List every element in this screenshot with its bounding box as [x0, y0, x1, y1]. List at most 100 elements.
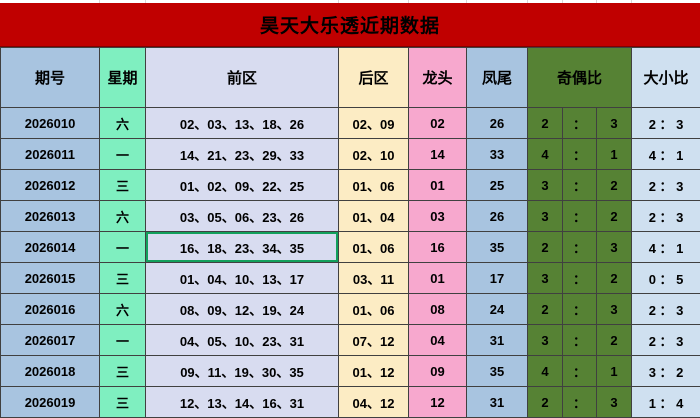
cell-big-small-ratio[interactable]: 0 ： 5	[632, 263, 700, 294]
cell-back-zone[interactable]: 01、12	[339, 356, 409, 387]
cell-odd-even-even[interactable]: 3	[597, 232, 632, 263]
cell-dragon-head[interactable]: 14	[409, 139, 467, 170]
cell-odd-even-even[interactable]: 1	[597, 356, 632, 387]
cell-odd-even-odd[interactable]: 2	[528, 232, 563, 263]
cell-odd-even-separator[interactable]: ：	[563, 294, 597, 325]
cell-issue[interactable]: 2026017	[1, 325, 100, 356]
cell-front-zone[interactable]: 04、05、10、23、31	[146, 325, 339, 356]
cell-weekday[interactable]: 三	[100, 356, 146, 387]
cell-odd-even-even[interactable]: 2	[597, 170, 632, 201]
cell-issue[interactable]: 2026018	[1, 356, 100, 387]
cell-front-zone[interactable]: 09、11、19、30、35	[146, 356, 339, 387]
cell-front-zone[interactable]: 14、21、23、29、33	[146, 139, 339, 170]
cell-front-zone[interactable]: 01、02、09、22、25	[146, 170, 339, 201]
cell-weekday[interactable]: 三	[100, 263, 146, 294]
cell-back-zone[interactable]: 02、10	[339, 139, 409, 170]
cell-issue[interactable]: 2026019	[1, 387, 100, 418]
cell-weekday[interactable]: 三	[100, 387, 146, 418]
column-header-phoenix-tail[interactable]: 凤尾	[467, 48, 528, 108]
cell-phoenix-tail[interactable]: 33	[467, 139, 528, 170]
cell-big-small-ratio[interactable]: 4 ： 1	[632, 139, 700, 170]
cell-odd-even-separator[interactable]: ：	[563, 201, 597, 232]
cell-odd-even-odd[interactable]: 3	[528, 263, 563, 294]
cell-big-small-ratio[interactable]: 2 ： 3	[632, 170, 700, 201]
column-header-weekday[interactable]: 星期	[100, 48, 146, 108]
column-header-odd-even-ratio[interactable]: 奇偶比	[528, 48, 632, 108]
cell-back-zone[interactable]: 02、09	[339, 108, 409, 139]
cell-phoenix-tail[interactable]: 31	[467, 325, 528, 356]
column-header-dragon-head[interactable]: 龙头	[409, 48, 467, 108]
cell-odd-even-separator[interactable]: ：	[563, 387, 597, 418]
cell-phoenix-tail[interactable]: 35	[467, 232, 528, 263]
cell-issue[interactable]: 2026013	[1, 201, 100, 232]
cell-odd-even-odd[interactable]: 2	[528, 387, 563, 418]
cell-weekday[interactable]: 六	[100, 294, 146, 325]
cell-odd-even-even[interactable]: 1	[597, 139, 632, 170]
cell-big-small-ratio[interactable]: 2 ： 3	[632, 294, 700, 325]
cell-odd-even-separator[interactable]: ：	[563, 263, 597, 294]
cell-back-zone[interactable]: 01、06	[339, 294, 409, 325]
column-header-issue[interactable]: 期号	[1, 48, 100, 108]
cell-odd-even-separator[interactable]: ：	[563, 356, 597, 387]
column-header-back-zone[interactable]: 后区	[339, 48, 409, 108]
cell-dragon-head[interactable]: 02	[409, 108, 467, 139]
cell-big-small-ratio[interactable]: 1 ： 4	[632, 387, 700, 418]
cell-weekday[interactable]: 六	[100, 108, 146, 139]
cell-back-zone[interactable]: 01、06	[339, 170, 409, 201]
cell-odd-even-separator[interactable]: ：	[563, 232, 597, 263]
cell-front-zone[interactable]: 01、04、10、13、17	[146, 263, 339, 294]
cell-odd-even-even[interactable]: 3	[597, 387, 632, 418]
cell-dragon-head[interactable]: 01	[409, 263, 467, 294]
cell-odd-even-even[interactable]: 3	[597, 294, 632, 325]
cell-odd-even-separator[interactable]: ：	[563, 139, 597, 170]
cell-phoenix-tail[interactable]: 17	[467, 263, 528, 294]
cell-front-zone[interactable]: 03、05、06、23、26	[146, 201, 339, 232]
cell-dragon-head[interactable]: 16	[409, 232, 467, 263]
cell-odd-even-odd[interactable]: 4	[528, 356, 563, 387]
cell-issue[interactable]: 2026010	[1, 108, 100, 139]
cell-odd-even-odd[interactable]: 3	[528, 201, 563, 232]
cell-odd-even-even[interactable]: 2	[597, 325, 632, 356]
cell-dragon-head[interactable]: 12	[409, 387, 467, 418]
cell-odd-even-separator[interactable]: ：	[563, 325, 597, 356]
cell-phoenix-tail[interactable]: 35	[467, 356, 528, 387]
cell-front-zone[interactable]: 02、03、13、18、26	[146, 108, 339, 139]
cell-big-small-ratio[interactable]: 4 ： 1	[632, 232, 700, 263]
cell-weekday[interactable]: 一	[100, 139, 146, 170]
cell-front-zone[interactable]: 12、13、14、16、31	[146, 387, 339, 418]
cell-issue[interactable]: 2026015	[1, 263, 100, 294]
cell-dragon-head[interactable]: 03	[409, 201, 467, 232]
cell-big-small-ratio[interactable]: 2 ： 3	[632, 325, 700, 356]
column-header-big-small-ratio[interactable]: 大小比	[632, 48, 700, 108]
cell-phoenix-tail[interactable]: 31	[467, 387, 528, 418]
cell-weekday[interactable]: 六	[100, 201, 146, 232]
cell-issue[interactable]: 2026011	[1, 139, 100, 170]
cell-back-zone[interactable]: 03、11	[339, 263, 409, 294]
cell-odd-even-odd[interactable]: 2	[528, 108, 563, 139]
cell-odd-even-odd[interactable]: 4	[528, 139, 563, 170]
cell-issue[interactable]: 2026014	[1, 232, 100, 263]
cell-phoenix-tail[interactable]: 25	[467, 170, 528, 201]
cell-back-zone[interactable]: 01、04	[339, 201, 409, 232]
cell-odd-even-even[interactable]: 3	[597, 108, 632, 139]
cell-odd-even-odd[interactable]: 2	[528, 294, 563, 325]
cell-phoenix-tail[interactable]: 24	[467, 294, 528, 325]
cell-weekday[interactable]: 三	[100, 170, 146, 201]
cell-weekday[interactable]: 一	[100, 232, 146, 263]
cell-dragon-head[interactable]: 04	[409, 325, 467, 356]
cell-dragon-head[interactable]: 08	[409, 294, 467, 325]
cell-front-zone-selected[interactable]: 16、18、23、34、35	[146, 232, 339, 263]
cell-phoenix-tail[interactable]: 26	[467, 108, 528, 139]
cell-odd-even-separator[interactable]: ：	[563, 108, 597, 139]
cell-weekday[interactable]: 一	[100, 325, 146, 356]
cell-big-small-ratio[interactable]: 3 ： 2	[632, 356, 700, 387]
cell-odd-even-odd[interactable]: 3	[528, 325, 563, 356]
cell-big-small-ratio[interactable]: 2 ： 3	[632, 201, 700, 232]
cell-issue[interactable]: 2026012	[1, 170, 100, 201]
cell-odd-even-separator[interactable]: ：	[563, 170, 597, 201]
cell-back-zone[interactable]: 04、12	[339, 387, 409, 418]
cell-front-zone[interactable]: 08、09、12、19、24	[146, 294, 339, 325]
cell-dragon-head[interactable]: 01	[409, 170, 467, 201]
cell-odd-even-even[interactable]: 2	[597, 201, 632, 232]
cell-issue[interactable]: 2026016	[1, 294, 100, 325]
